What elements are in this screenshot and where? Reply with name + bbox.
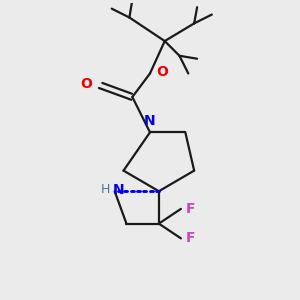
Text: F: F bbox=[185, 202, 195, 216]
Text: O: O bbox=[156, 65, 168, 79]
Text: F: F bbox=[185, 231, 195, 245]
Text: H: H bbox=[101, 183, 110, 196]
Text: N: N bbox=[113, 183, 125, 197]
Text: O: O bbox=[81, 77, 93, 91]
Text: N: N bbox=[144, 114, 156, 128]
